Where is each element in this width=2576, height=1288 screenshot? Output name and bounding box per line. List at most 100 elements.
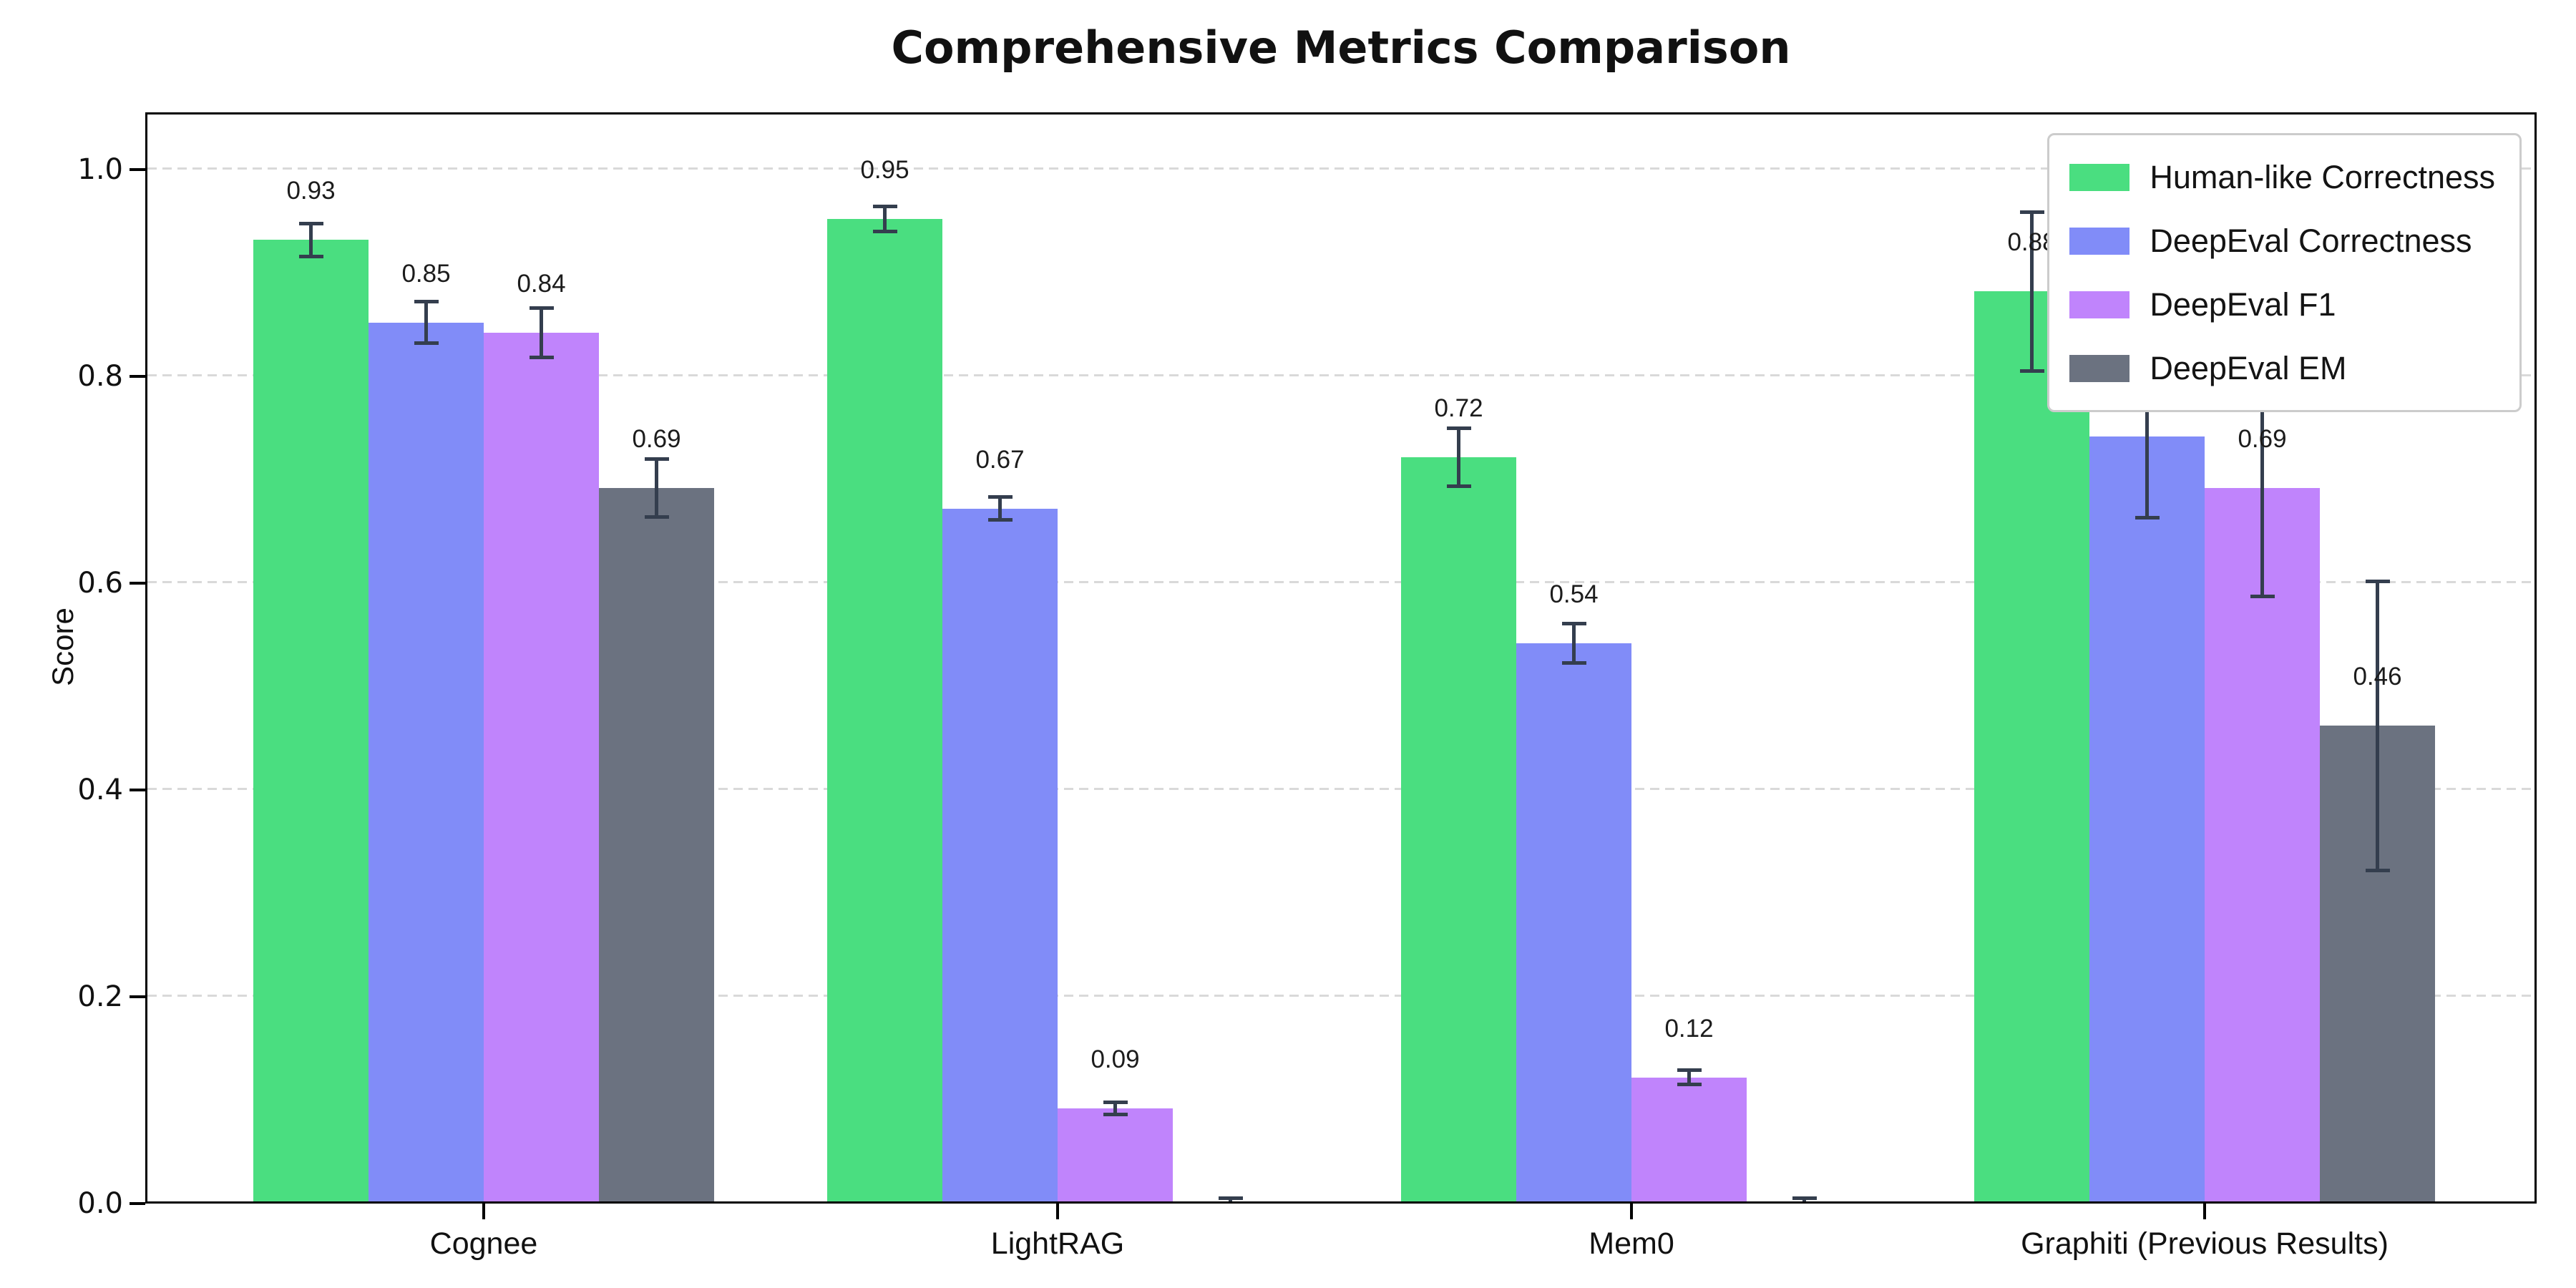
bar-value-label: 0.54: [1549, 580, 1599, 608]
error-bar: [309, 223, 313, 257]
error-bar-cap: [1103, 1100, 1128, 1104]
error-bar: [883, 206, 887, 232]
error-bar-cap: [2365, 579, 2390, 583]
error-bar-cap: [644, 514, 669, 519]
y-tick-label: 0.4: [77, 774, 123, 806]
plot-area: Human-like Correctness DeepEval Correctne…: [145, 112, 2537, 1204]
bar: [599, 487, 714, 1201]
error-bar-cap: [1103, 1113, 1128, 1117]
error-bar-cap: [1218, 1196, 1243, 1201]
bar: [2089, 436, 2205, 1201]
bar-value-label: 0.95: [860, 156, 909, 185]
error-bar: [1457, 428, 1460, 487]
legend-item: DeepEval EM: [2069, 336, 2495, 400]
error-bar-cap: [872, 205, 897, 209]
error-bar-cap: [529, 306, 554, 311]
x-tick-label: Cognee: [429, 1226, 538, 1261]
x-tick-label: Mem0: [1589, 1226, 1674, 1261]
bar-value-label: 0.12: [1664, 1014, 1714, 1043]
chart-title: Comprehensive Metrics Comparison: [891, 21, 1791, 74]
bar-value-label: 0.84: [517, 270, 566, 298]
error-bar-cap: [987, 495, 1013, 499]
bar: [1516, 643, 1631, 1201]
error-bar: [2030, 212, 2034, 371]
error-bar-cap: [2019, 369, 2044, 374]
y-tick-label: 1.0: [77, 153, 123, 186]
bar: [253, 240, 369, 1201]
error-bar-cap: [414, 341, 439, 346]
y-tick-mark: [130, 375, 145, 378]
bar: [2205, 487, 2320, 1201]
y-tick-label: 0.2: [77, 980, 123, 1013]
legend-item: DeepEval F1: [2069, 273, 2495, 336]
y-tick-mark: [130, 582, 145, 585]
error-bar-cap: [1677, 1083, 1702, 1087]
error-bar: [998, 497, 1002, 520]
y-tick-mark: [130, 168, 145, 171]
error-bar-cap: [1677, 1068, 1702, 1072]
legend: Human-like Correctness DeepEval Correctne…: [2047, 133, 2522, 412]
bar-value-label: 0.72: [1434, 394, 1483, 422]
error-bar-cap: [298, 221, 323, 225]
bar: [369, 322, 484, 1201]
legend-item: Human-like Correctness: [2069, 145, 2495, 209]
x-tick-mark: [482, 1204, 485, 1219]
bar: [484, 333, 599, 1201]
bar-value-label: 0.69: [2238, 424, 2287, 453]
bar-value-label: 0.85: [401, 259, 451, 288]
grid-line: [147, 167, 2534, 170]
error-bar-cap: [872, 230, 897, 234]
grid-line: [147, 374, 2534, 376]
x-tick-label: LightRAG: [990, 1226, 1125, 1261]
y-tick-label: 0.8: [77, 360, 123, 393]
legend-swatch: [2069, 227, 2130, 255]
legend-swatch: [2069, 163, 2130, 191]
bar-value-label: 0.93: [286, 177, 336, 205]
bar: [1974, 291, 2089, 1201]
bar-value-label: 0.09: [1091, 1045, 1140, 1073]
bar-value-label: 0.67: [975, 445, 1025, 474]
error-bar-cap: [1561, 660, 1586, 665]
bar: [942, 508, 1058, 1201]
legend-label: Human-like Correctness: [2150, 158, 2495, 195]
grid-line: [147, 995, 2534, 997]
legend-swatch: [2069, 291, 2130, 318]
x-tick-mark: [1056, 1204, 1059, 1219]
legend-label: DeepEval EM: [2150, 349, 2347, 386]
error-bar: [2260, 379, 2264, 597]
error-bar-cap: [2365, 869, 2390, 873]
y-tick-label: 0.6: [77, 567, 123, 600]
error-bar: [2376, 581, 2379, 871]
error-bar: [1113, 1102, 1117, 1115]
error-bar-cap: [1446, 484, 1471, 488]
grid-line: [147, 581, 2534, 583]
bar: [827, 219, 942, 1201]
bar: [1058, 1108, 1173, 1201]
bar: [1401, 457, 1516, 1201]
error-bar: [424, 301, 428, 343]
error-bar: [1687, 1070, 1691, 1085]
error-bar-cap: [2135, 516, 2160, 520]
error-bar-cap: [414, 300, 439, 304]
error-bar-cap: [529, 356, 554, 360]
legend-item: DeepEval Correctness: [2069, 209, 2495, 273]
y-tick-mark: [130, 789, 145, 791]
legend-label: DeepEval F1: [2150, 286, 2336, 323]
bar-value-label: 0.46: [2353, 663, 2402, 691]
x-tick-label: Graphiti (Previous Results): [2021, 1226, 2389, 1261]
bar: [1631, 1077, 1747, 1201]
legend-label: DeepEval Correctness: [2150, 222, 2472, 259]
error-bar-cap: [987, 518, 1013, 522]
y-tick-mark: [130, 995, 145, 998]
x-tick-mark: [2203, 1204, 2206, 1219]
error-bar: [655, 459, 658, 517]
error-bar: [540, 308, 543, 358]
y-tick-mark: [130, 1202, 145, 1205]
error-bar: [2145, 354, 2149, 518]
legend-swatch: [2069, 354, 2130, 382]
error-bar-cap: [644, 457, 669, 461]
error-bar-cap: [1446, 426, 1471, 430]
error-bar-cap: [298, 254, 323, 258]
y-tick-label: 0.0: [77, 1187, 123, 1220]
error-bar-cap: [2019, 210, 2044, 214]
